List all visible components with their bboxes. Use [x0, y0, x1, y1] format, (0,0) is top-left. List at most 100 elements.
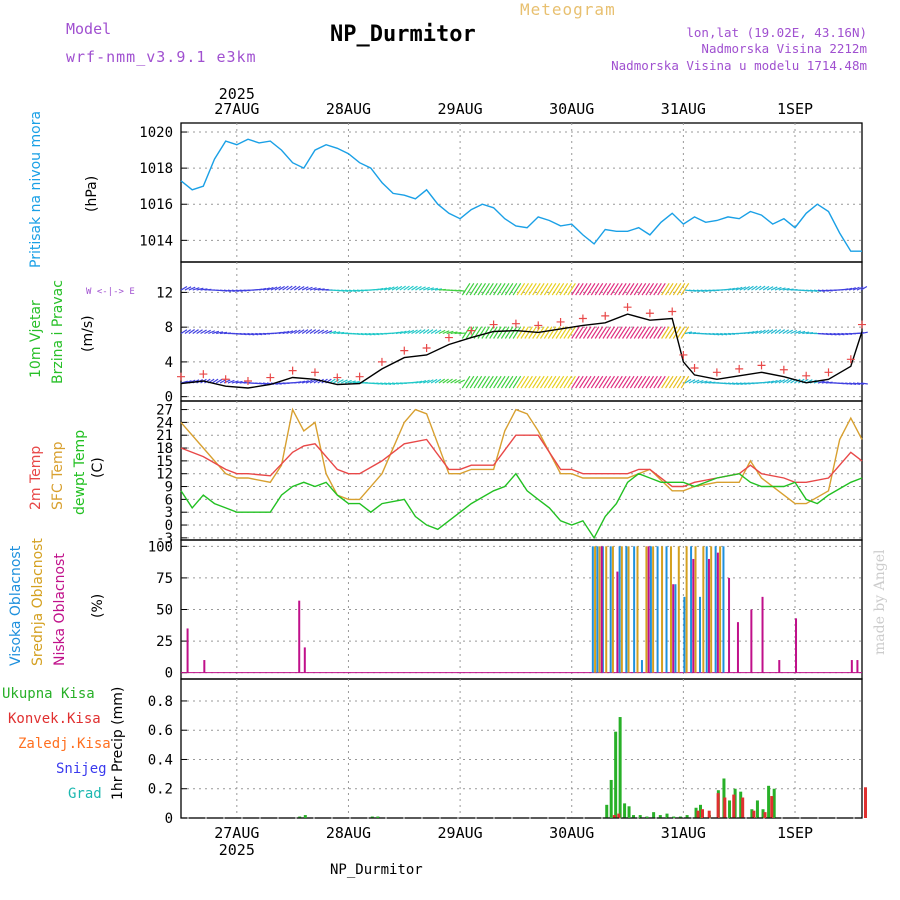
wind-arrow	[762, 329, 770, 335]
wind-arrow	[680, 326, 690, 339]
wind-arrow	[852, 382, 861, 385]
wind-arrow	[262, 287, 270, 291]
wind-arrow	[473, 375, 483, 389]
wind-arrow	[594, 375, 604, 389]
wind-arrow	[688, 331, 696, 335]
mid-cloud-bar	[652, 546, 655, 673]
wind-arrow	[610, 375, 619, 389]
convective-precip-bar	[752, 810, 756, 818]
wind-arrow	[751, 285, 758, 291]
wind-gust-marker	[578, 314, 587, 323]
wind-arrow	[223, 289, 231, 292]
wind-gust-marker	[601, 311, 610, 320]
wind-arrow	[477, 282, 487, 296]
wind-arrow	[317, 288, 325, 291]
wind-arrow	[582, 326, 592, 339]
wind-arrow	[676, 326, 686, 339]
wind-arrow	[625, 282, 635, 296]
wind-arrow	[465, 375, 475, 389]
low-cloud-bar	[716, 552, 719, 673]
y-tick-label: -3	[156, 531, 173, 547]
wind-arrow	[672, 375, 682, 389]
wind-arrow	[469, 282, 479, 296]
wind-arrow	[618, 326, 627, 339]
wind-arrow	[543, 375, 553, 389]
wind-arrow	[481, 326, 490, 339]
wind-arrow	[649, 375, 658, 389]
wind-gust-marker	[333, 373, 342, 382]
altitude-label: Nadmorska Visina 2212m	[701, 41, 867, 56]
wind-arrow	[321, 329, 329, 335]
low-cloud-bar	[647, 546, 650, 673]
wind-arrow	[282, 330, 290, 335]
mid-cloud-bar	[710, 546, 713, 673]
wind-arrow	[614, 375, 623, 389]
total-precip-bar	[672, 816, 676, 818]
year-label-top: 2025	[219, 85, 255, 103]
wind-arrow	[665, 326, 674, 339]
wind-arrow	[782, 329, 790, 335]
wind-arrow	[200, 329, 207, 335]
wind-arrow	[829, 332, 837, 336]
total-precip-bar	[652, 812, 656, 818]
wind-arrow	[575, 375, 584, 389]
wind-arrow	[493, 375, 502, 389]
wind-arrow	[391, 382, 400, 385]
total-precip-bar	[755, 800, 759, 818]
wind-arrow	[337, 379, 344, 384]
wind-arrow	[653, 375, 662, 389]
wind-arrow	[845, 287, 853, 291]
wind-arrow	[856, 286, 864, 291]
wind-arrow	[493, 326, 502, 339]
wind-arrow	[290, 329, 297, 335]
wind-arrow	[278, 285, 285, 291]
x-tick-label-bottom: 28AUG	[326, 824, 371, 842]
wind-arrow	[192, 287, 200, 291]
wind-gust-marker	[221, 375, 230, 384]
wind-arrow	[204, 378, 211, 384]
wind-arrow	[305, 379, 313, 384]
legend-snow: Snijeg	[56, 761, 107, 777]
wind-gust-marker	[288, 366, 297, 375]
wind-arrow	[817, 380, 825, 384]
wind-arrow	[520, 282, 530, 296]
low-cloud-bar	[186, 628, 189, 673]
mid-cloud-bar	[611, 546, 614, 673]
wind-arrow	[450, 331, 458, 335]
wind-arrow	[512, 375, 522, 389]
wind-arrow	[579, 375, 588, 389]
total-precip-bar	[699, 804, 703, 818]
wind-gust-marker	[556, 317, 565, 326]
wind-arrow	[508, 375, 518, 389]
wind-arrow	[524, 375, 533, 389]
wind-arrow	[629, 326, 639, 339]
wind-arrow	[684, 378, 692, 384]
wind-arrow	[255, 332, 263, 336]
mid-cloud-bar	[627, 546, 630, 673]
wind-arrow	[770, 286, 778, 291]
wind-arrow	[469, 326, 479, 339]
wind-arrow	[563, 375, 572, 389]
wind-arrow	[774, 329, 782, 334]
wind-arrow	[860, 285, 868, 291]
wind-arrow	[270, 286, 278, 291]
wind-arrow	[196, 329, 203, 335]
wind-gust-marker	[679, 350, 688, 359]
total-precip-bar	[638, 815, 642, 818]
wind-arrow	[637, 375, 647, 389]
wind-gust-marker	[400, 346, 409, 355]
panel-frame	[180, 400, 863, 541]
wind-arrow	[841, 332, 849, 336]
convective-precip-bar	[707, 810, 711, 818]
wind-arrow	[266, 286, 274, 291]
wind-arrow	[415, 380, 423, 384]
wind-arrow	[649, 282, 658, 296]
x-tick-label-top: 29AUG	[438, 100, 483, 118]
wind-arrow	[461, 326, 471, 339]
convective-precip-bar	[612, 815, 616, 818]
wind-arrow	[489, 282, 498, 296]
wind-arrow	[356, 332, 364, 336]
x-tick-label-bottom: 30AUG	[549, 824, 594, 842]
wind-arrow	[614, 326, 623, 339]
wind-gust-marker	[444, 333, 453, 342]
